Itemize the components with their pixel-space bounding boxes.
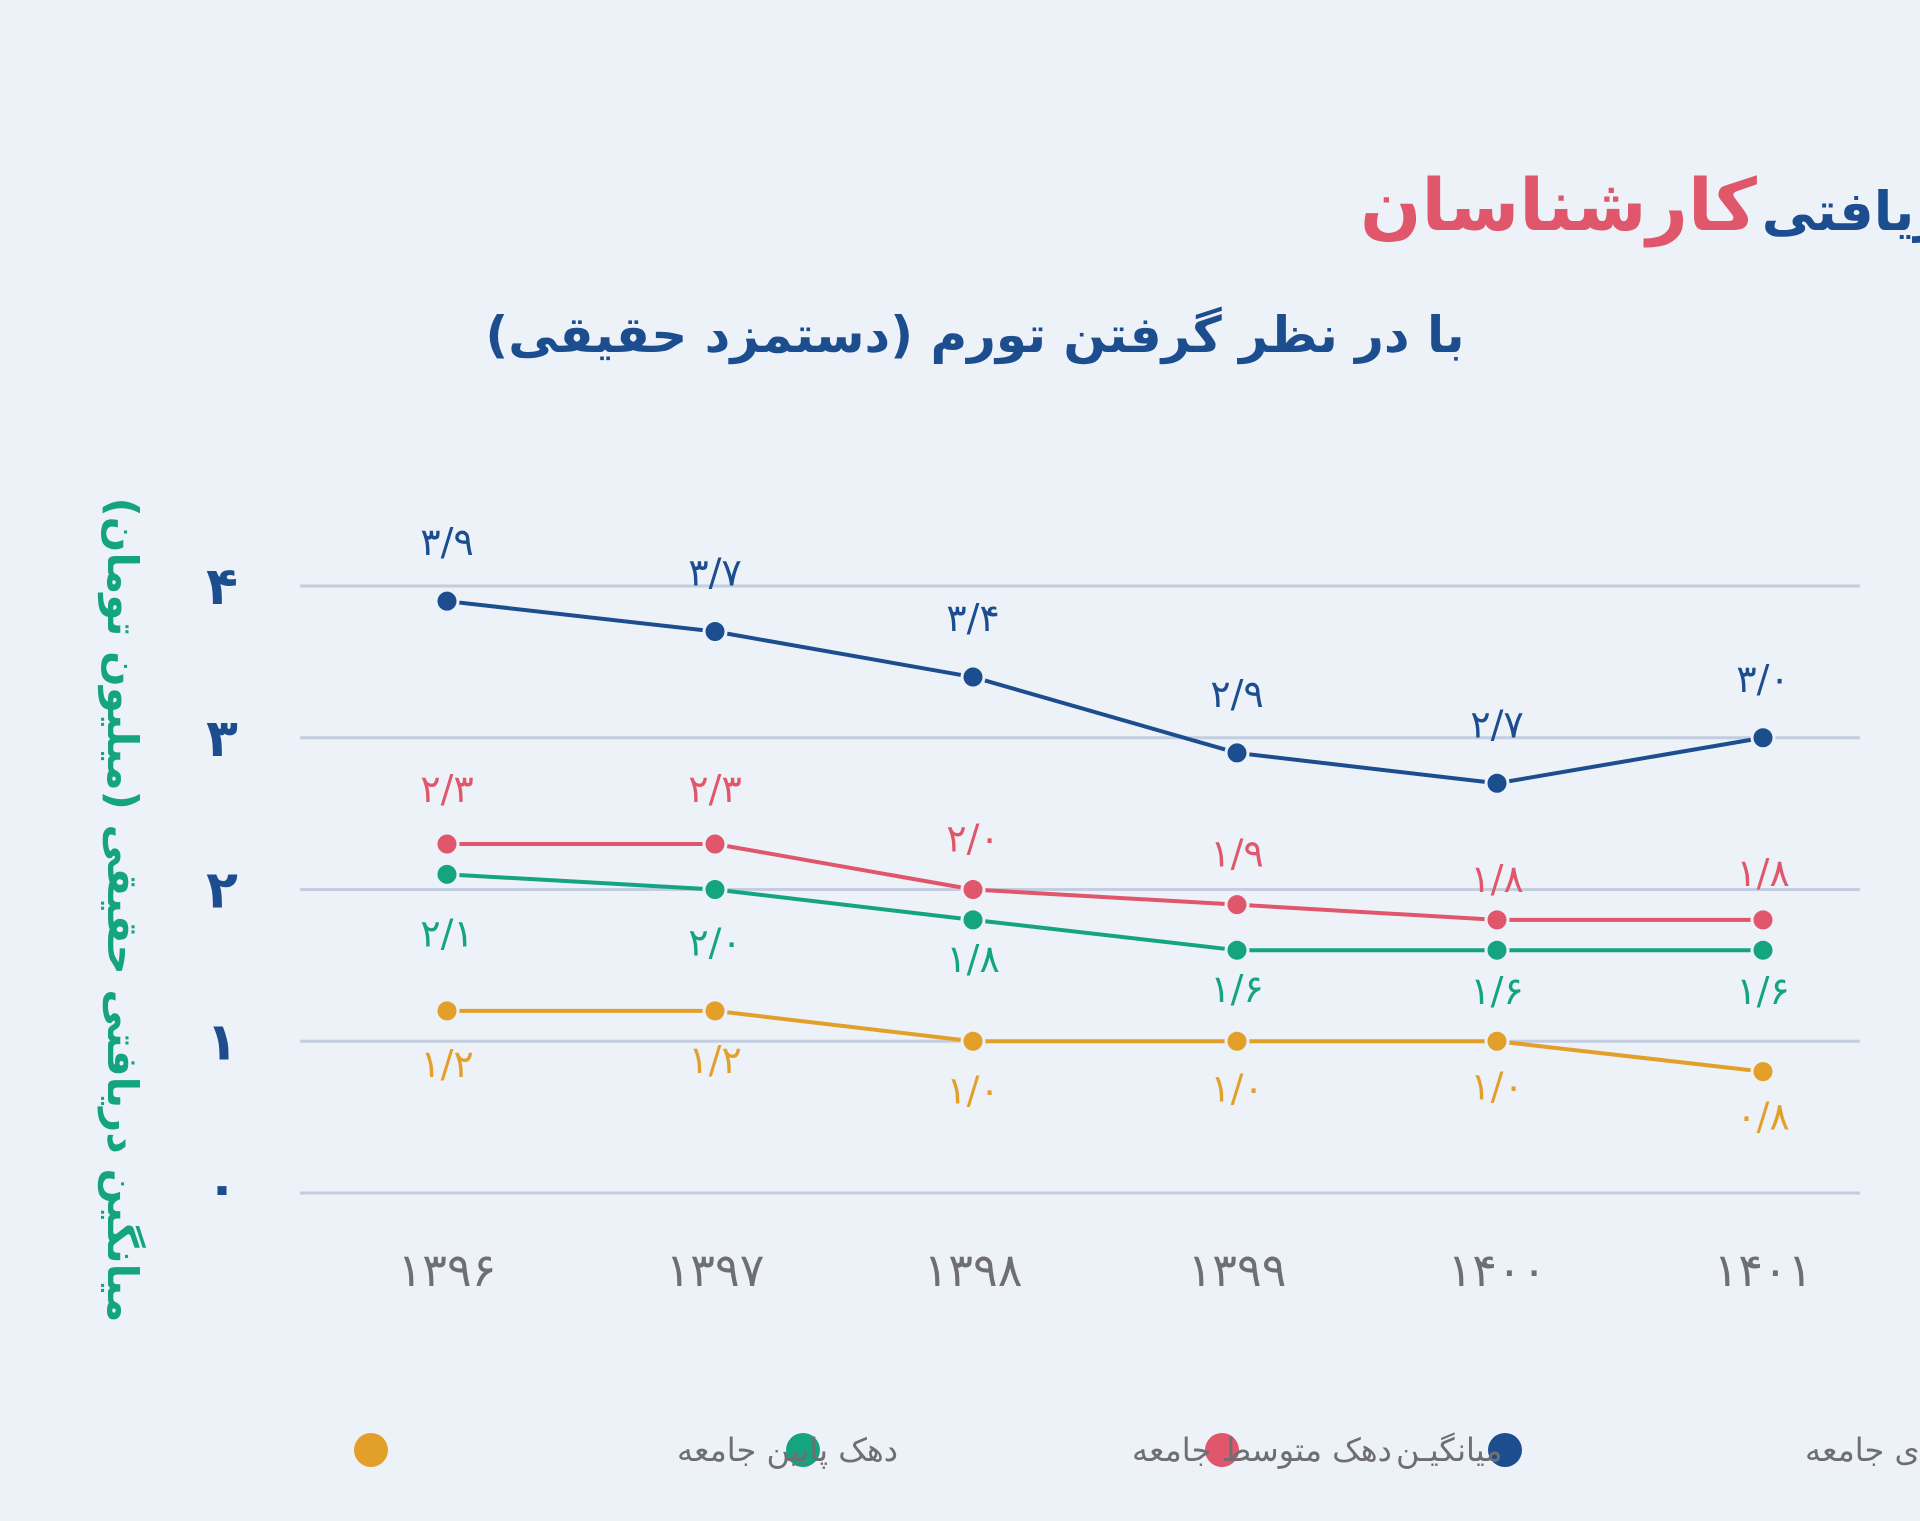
series-line-0 xyxy=(446,599,1764,786)
x-tick-label-0: ۱۳۹۶ xyxy=(398,1243,497,1297)
data-label-3-2: ۱/۰ xyxy=(946,1068,1000,1112)
data-point-3-3 xyxy=(1224,1028,1250,1054)
data-point-2-1 xyxy=(702,877,728,902)
data-label-0-0: ۳/۹ xyxy=(420,520,474,564)
legend-label-3: دهک پایین جامعه xyxy=(677,1431,898,1469)
data-point-1-5 xyxy=(1750,907,1776,933)
data-label-3-0: ۱/۲ xyxy=(420,1042,474,1086)
x-tick-label-3: ۱۳۹۹ xyxy=(1188,1243,1287,1297)
data-point-0-3 xyxy=(1224,740,1250,766)
data-point-1-3 xyxy=(1224,892,1250,918)
data-label-0-2: ۳/۴ xyxy=(946,596,1000,640)
data-point-0-2 xyxy=(960,664,986,690)
legend-label-2: دهک متوسط جامعه xyxy=(1132,1431,1392,1469)
legend-marker-2 xyxy=(786,1433,820,1467)
data-point-1-0 xyxy=(434,831,460,857)
legend-item-2: دهک متوسط جامعه xyxy=(786,1431,1392,1469)
y-tick-label-3: ۳ xyxy=(206,709,238,769)
data-point-1-1 xyxy=(702,831,728,857)
x-tick-layer: ۱۳۹۶ ۱۳۹۷ ۱۳۹۸ ۱۳۹۹ ۱۴۰۰ ۱۴۰۱ xyxy=(398,1243,1813,1297)
x-tick-label-1: ۱۳۹۷ xyxy=(666,1243,765,1297)
series-0: ۳/۹ ۳/۷ ۳/۴ ۲/۹ ۲/۷ ۳/۰ xyxy=(420,520,1790,796)
y-axis-label: میانگین دریافتی حقیقی (میلیون تومان) xyxy=(97,497,147,1322)
data-point-2-4 xyxy=(1484,937,1510,963)
data-label-2-3: ۱/۶ xyxy=(1210,967,1264,1011)
data-point-2-5 xyxy=(1750,937,1776,963)
legend-marker-0 xyxy=(1488,1433,1522,1467)
data-label-0-1: ۳/۷ xyxy=(688,551,742,595)
data-point-3-4 xyxy=(1484,1028,1510,1054)
data-label-1-5: ۱/۸ xyxy=(1736,851,1790,895)
x-tick-label-2: ۱۳۹۸ xyxy=(924,1243,1023,1297)
y-tick-label-4: ۴ xyxy=(206,557,238,617)
data-point-1-4 xyxy=(1484,907,1510,933)
data-point-3-2 xyxy=(960,1028,986,1054)
series-line-3 xyxy=(447,1008,1764,1074)
x-tick-label-4: ۱۴۰۰ xyxy=(1448,1243,1547,1297)
data-point-0-0 xyxy=(434,588,460,614)
legend-label-0: دهک بالای جامعه xyxy=(1805,1431,1920,1469)
data-point-1-2 xyxy=(960,877,986,902)
chart-title-part1: میانگین دریافتی xyxy=(1762,180,1920,243)
series-1: ۲/۳ ۲/۳ ۲/۰ ۱/۹ ۱/۸ ۱/۸ xyxy=(420,767,1790,933)
chart-title-part2: کارشناسان xyxy=(1360,163,1757,248)
series-3: ۱/۲ ۱/۲ ۱/۰ ۱/۰ ۱/۰ ۰/۸ xyxy=(420,998,1790,1139)
y-tick-layer: ۰ ۱ ۲ ۳ ۴ xyxy=(206,557,238,1218)
data-label-1-3: ۱/۹ xyxy=(1210,832,1264,876)
data-label-1-0: ۲/۳ xyxy=(420,767,474,811)
legend-item-1: میانگیـن xyxy=(1205,1431,1503,1469)
data-label-2-2: ۱/۸ xyxy=(946,937,1000,981)
x-tick-label-5: ۱۴۰۱ xyxy=(1714,1243,1813,1297)
data-point-2-0 xyxy=(434,861,460,887)
legend-item-3: دهک پایین جامعه xyxy=(354,1431,898,1469)
data-point-2-3 xyxy=(1224,937,1250,963)
y-tick-label-0: ۰ xyxy=(206,1158,238,1218)
legend-marker-3 xyxy=(354,1433,388,1467)
data-label-1-4: ۱/۸ xyxy=(1470,857,1524,901)
series-layer: ۳/۹۳/۷۳/۴۲/۹۲/۷۳/۰۲/۳ ۲/۳۲/۰ ۱/۹۱/۸ ۱/۸۲/۱ ۲… xyxy=(420,520,1790,1138)
data-label-3-3: ۱/۰ xyxy=(1210,1066,1264,1110)
y-tick-label-1: ۱ xyxy=(206,1012,238,1072)
data-label-2-1: ۲/۰ xyxy=(688,921,742,965)
data-point-3-1 xyxy=(702,998,728,1024)
y-tick-label-2: ۲ xyxy=(206,861,238,921)
chart-subtitle: با در نظر گرفتن تورم (دستمزد حقیقی) xyxy=(485,306,1464,365)
data-point-0-5 xyxy=(1750,725,1776,751)
data-label-0-3: ۲/۹ xyxy=(1210,672,1264,716)
data-label-1-2: ۲/۰ xyxy=(946,817,1000,861)
data-label-0-4: ۲/۷ xyxy=(1470,702,1524,746)
data-label-2-0: ۲/۱ xyxy=(420,911,474,955)
data-point-0-4 xyxy=(1484,770,1510,796)
data-label-2-5: ۱/۶ xyxy=(1736,969,1790,1013)
data-point-0-1 xyxy=(702,619,728,645)
series-line-2 xyxy=(446,872,1763,953)
data-point-3-5 xyxy=(1750,1059,1776,1085)
chart-title: میانگین دریافتی کارشناسان xyxy=(1360,163,1920,248)
legend-label-1: میانگیـن xyxy=(1396,1431,1503,1469)
series-line-1 xyxy=(447,841,1763,922)
grid-layer xyxy=(300,584,1860,1195)
data-label-1-1: ۲/۳ xyxy=(688,767,742,811)
data-label-3-4: ۱/۰ xyxy=(1470,1064,1524,1108)
legend-item-0: دهک بالای جامعه xyxy=(1488,1431,1920,1469)
data-label-3-5: ۰/۸ xyxy=(1736,1095,1790,1139)
data-point-3-0 xyxy=(434,998,460,1024)
series-2: ۲/۱ ۲/۰ ۱/۸ ۱/۶ ۱/۶ ۱/۶ xyxy=(420,861,1790,1013)
data-label-0-5: ۳/۰ xyxy=(1736,657,1790,701)
data-point-2-2 xyxy=(960,907,986,933)
legend-marker-1 xyxy=(1205,1433,1239,1467)
data-label-2-4: ۱/۶ xyxy=(1470,969,1524,1013)
data-label-3-1: ۱/۲ xyxy=(688,1038,742,1082)
